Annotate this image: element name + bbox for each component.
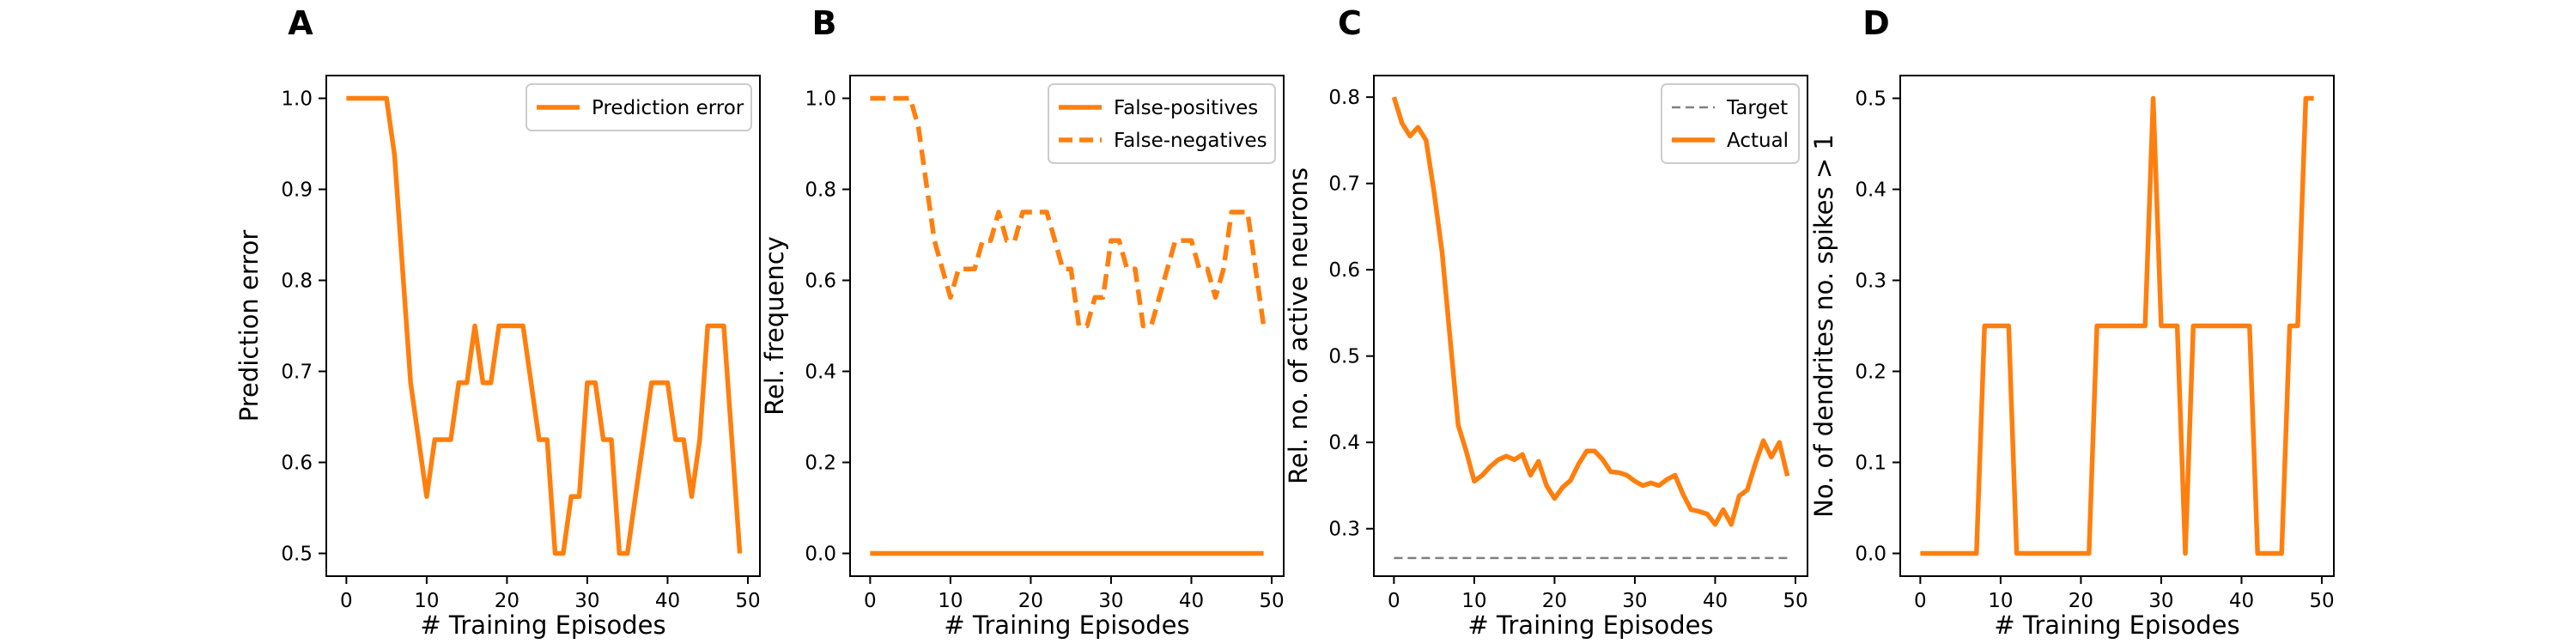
x-tick-label: 40	[1703, 590, 1728, 612]
y-tick-label: 0.7	[1328, 173, 1360, 196]
x-tick-label: 10	[1988, 590, 2013, 612]
x-tick-label: 20	[1542, 590, 1567, 612]
y-tick-label: 1.0	[281, 88, 313, 111]
y-tick-label: 0.4	[1328, 432, 1360, 454]
x-tick-label: 50	[1259, 590, 1284, 612]
legend-frame	[1048, 83, 1276, 164]
series-group	[870, 95, 1267, 556]
legend-frame	[1661, 83, 1800, 164]
y-tick-label: 0.1	[1855, 453, 1886, 475]
legend: False-positives False-negatives	[1048, 83, 1276, 164]
axes-frame	[1373, 75, 1808, 577]
y-tick-label: 0.9	[281, 179, 313, 202]
y-tick-label: 0.8	[805, 179, 836, 202]
panel-d: D 0 10 20 30 40 50 0.0 0.1 0.2 0.3 0.4 0.5 # Training…	[1809, 4, 2335, 640]
x-tick-label: 0	[1914, 590, 1927, 612]
x-tick-label: 0	[1388, 590, 1400, 612]
y-tick-label: 0.6	[281, 453, 313, 475]
panel-c: C 0 10 20 30 40 50 0.3 0.4 0.5 0.6 0.7 0.8 # Training…	[1284, 4, 1808, 640]
y-tick-label: 0.6	[805, 270, 836, 293]
legend: Prediction error	[526, 83, 752, 131]
y-tick-label: 0.4	[805, 361, 836, 384]
x-tick-label: 40	[2229, 590, 2254, 612]
legend-label: False-positives	[1114, 97, 1258, 119]
x-tick-label: 40	[1179, 590, 1204, 612]
x-tick-label: 40	[655, 590, 680, 612]
series-group	[1391, 96, 1790, 560]
y-tick-label: 0.0	[805, 544, 836, 566]
legend-label: Prediction error	[592, 97, 744, 119]
panel-b: B 0 10 20 30 40 50 0.0 0.2 0.4 0.6 0.8 1.0 # Training…	[760, 4, 1285, 640]
legend-label: Target	[1726, 97, 1788, 119]
y-tick-label: 0.2	[805, 453, 836, 475]
y-axis-label: No. of dendrites no. spikes > 1	[1809, 134, 1838, 518]
panel-label: D	[1862, 4, 1890, 42]
panel-label: C	[1338, 4, 1362, 42]
x-tick-label: 30	[2148, 590, 2173, 612]
y-tick-label: 0.6	[1328, 259, 1360, 282]
y-tick-label: 0.5	[1855, 88, 1886, 111]
y-axis-label: Rel. frequency	[760, 236, 789, 416]
x-tick-label: 50	[735, 590, 760, 612]
y-tick-label: 0.0	[1855, 544, 1886, 566]
y-axis-label: Prediction error	[234, 230, 264, 422]
series-line	[1920, 95, 2314, 556]
x-tick-label: 10	[414, 590, 439, 612]
x-tick-label: 30	[1622, 590, 1647, 612]
x-axis-label: # Training Episodes	[1994, 611, 2239, 640]
y-tick-label: 0.3	[1855, 270, 1886, 293]
x-axis-label: # Training Episodes	[944, 611, 1189, 640]
y-tick-label: 0.3	[1328, 519, 1360, 541]
x-tick-label: 30	[574, 590, 599, 612]
y-tick-label: 0.8	[281, 270, 313, 293]
series-line-false-negatives	[870, 95, 1267, 329]
x-tick-label: 0	[864, 590, 877, 612]
legend-label: False-negatives	[1114, 130, 1267, 152]
y-axis-label: Rel. no. of active neurons	[1284, 167, 1313, 484]
x-axis-label: # Training Episodes	[420, 611, 665, 640]
y-tick-label: 0.5	[281, 544, 313, 566]
x-tick-label: 30	[1098, 590, 1123, 612]
x-tick-label: 10	[938, 590, 963, 612]
legend: Target Actual	[1661, 83, 1800, 164]
panel-label: B	[812, 4, 837, 42]
panel-a: A 0 10 20 30 40 50 0.5 0.6 0.7 0.8 0.9 1.0 # Training…	[234, 4, 761, 640]
y-tick-label: 0.4	[1855, 179, 1886, 202]
y-tick-label: 0.8	[1328, 87, 1360, 109]
y-tick-label: 0.7	[281, 361, 313, 384]
legend-frame	[526, 83, 752, 131]
axes-frame	[325, 75, 761, 577]
x-tick-label: 10	[1461, 590, 1486, 612]
y-tick-label: 0.5	[1328, 346, 1360, 368]
axes-frame	[1899, 75, 2335, 577]
legend-label: Actual	[1727, 130, 1789, 152]
y-tick-label: 0.2	[1855, 361, 1886, 384]
panel-label: A	[288, 4, 313, 42]
y-tick-label: 1.0	[805, 88, 836, 111]
x-tick-label: 50	[2309, 590, 2334, 612]
x-tick-label: 50	[1783, 590, 1807, 612]
series-line-actual	[1391, 96, 1790, 527]
x-tick-label: 20	[2069, 590, 2093, 612]
x-tick-label: 0	[340, 590, 353, 612]
x-tick-label: 20	[1018, 590, 1043, 612]
series-line-prediction-error	[346, 95, 743, 556]
series-group	[346, 95, 743, 556]
x-tick-label: 20	[495, 590, 519, 612]
x-axis-label: # Training Episodes	[1467, 611, 1713, 640]
series-group	[1920, 95, 2314, 556]
axes-frame	[849, 75, 1285, 577]
